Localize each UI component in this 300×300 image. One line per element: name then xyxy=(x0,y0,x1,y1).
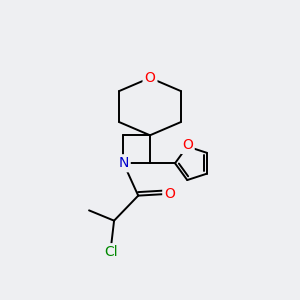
Text: O: O xyxy=(145,71,155,85)
Text: Cl: Cl xyxy=(104,245,118,259)
Text: N: N xyxy=(118,156,129,170)
Text: O: O xyxy=(182,138,193,152)
Text: O: O xyxy=(164,187,175,201)
